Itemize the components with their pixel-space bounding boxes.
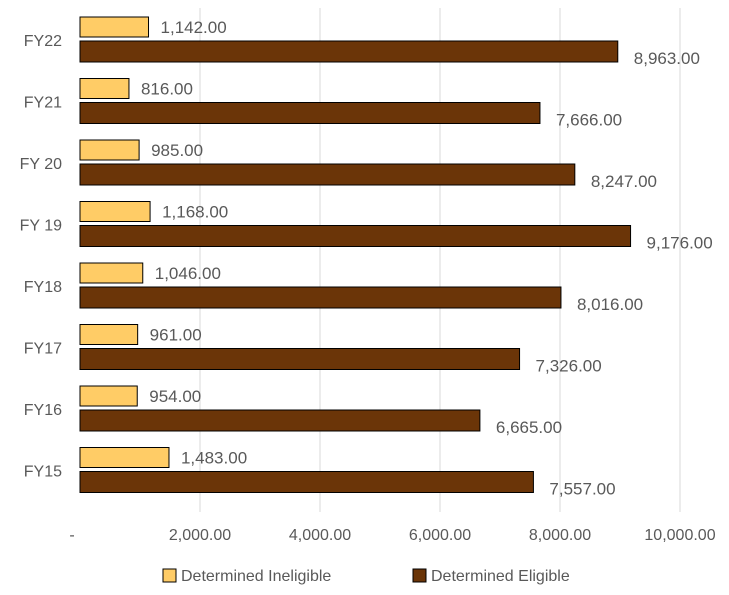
value-label-ineligible-6: 954.00 <box>149 387 201 406</box>
bar-eligible-1 <box>79 102 541 124</box>
x-tick-label-2: 4,000.00 <box>289 527 351 544</box>
value-label-ineligible-7: 1,483.00 <box>181 449 247 468</box>
bar-ineligible-3 <box>79 201 151 222</box>
x-tick-label-1: 2,000.00 <box>169 527 231 544</box>
category-label-7: FY15 <box>24 464 62 481</box>
category-label-6: FY16 <box>24 402 62 419</box>
value-labels: 1,142.00 8,963.00 816.00 7,666.00 985.00 8,24… <box>141 18 713 499</box>
bar-ineligible-0 <box>79 16 150 38</box>
bar-ineligible-5 <box>79 324 139 345</box>
category-label-4: FY18 <box>24 279 62 296</box>
value-label-eligible-2: 8,247.00 <box>591 172 657 191</box>
category-label-0: FY22 <box>24 33 62 50</box>
x-tick-label-3: 6,000.00 <box>409 527 471 544</box>
bar-ineligible-2 <box>79 139 140 161</box>
value-label-ineligible-3: 1,168.00 <box>162 203 228 222</box>
category-label-3: FY 19 <box>20 218 63 235</box>
value-label-eligible-3: 9,176.00 <box>647 234 713 253</box>
bar-eligible-4 <box>79 286 562 309</box>
value-label-ineligible-1: 816.00 <box>141 80 193 99</box>
legend: Determined Ineligible Determined Eligible <box>162 568 570 585</box>
x-tick-label-0: - <box>69 527 74 544</box>
bar-ineligible-6 <box>79 385 138 407</box>
value-label-eligible-4: 8,016.00 <box>577 295 643 314</box>
bars <box>79 16 632 493</box>
gridlines <box>199 8 681 512</box>
value-label-eligible-1: 7,666.00 <box>556 111 622 130</box>
x-tick-label-5: 10,000.00 <box>644 527 715 544</box>
x-tick-label-4: 8,000.00 <box>529 527 591 544</box>
category-label-1: FY21 <box>24 95 62 112</box>
category-label-5: FY17 <box>24 341 62 358</box>
legend-swatch-eligible <box>412 568 427 583</box>
bar-ineligible-1 <box>79 78 130 99</box>
bar-ineligible-4 <box>79 262 144 284</box>
bar-ineligible-7 <box>79 447 170 468</box>
category-labels: FY22 FY21 FY 20 FY 19 FY18 FY17 FY16 FY15 <box>20 33 63 481</box>
x-axis-tick-labels: - 2,000.00 4,000.00 6,000.00 8,000.00 10,000.… <box>69 527 715 544</box>
bar-eligible-5 <box>79 348 521 370</box>
value-label-eligible-5: 7,326.00 <box>536 357 602 376</box>
value-label-ineligible-4: 1,046.00 <box>155 264 221 283</box>
legend-swatch-ineligible <box>162 568 177 583</box>
bar-eligible-2 <box>79 163 576 186</box>
category-label-2: FY 20 <box>20 156 63 173</box>
bar-eligible-7 <box>79 471 534 493</box>
legend-label-eligible: Determined Eligible <box>431 568 570 585</box>
value-label-eligible-6: 6,665.00 <box>496 418 562 437</box>
value-label-ineligible-5: 961.00 <box>150 326 202 345</box>
legend-label-ineligible: Determined Ineligible <box>181 568 331 585</box>
bar-eligible-3 <box>79 225 632 247</box>
value-label-ineligible-0: 1,142.00 <box>161 18 227 37</box>
bar-eligible-6 <box>79 409 481 432</box>
value-label-eligible-7: 7,557.00 <box>549 480 615 499</box>
bar-eligible-0 <box>79 40 619 63</box>
value-label-ineligible-2: 985.00 <box>151 141 203 160</box>
value-label-eligible-0: 8,963.00 <box>634 49 700 68</box>
